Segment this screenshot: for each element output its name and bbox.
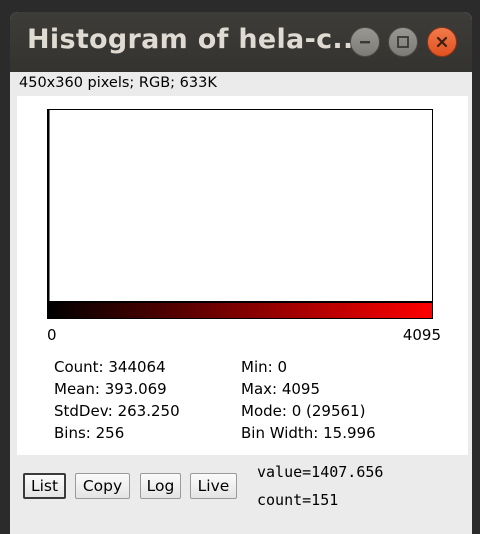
stat-bin-width: Bin Width: 15.996 [241,424,376,442]
histogram-window: Histogram of hela-c... 450x360 pixels; R… [10,12,472,534]
lut-bar [47,302,433,319]
maximize-icon [397,36,409,48]
stat-mean: Mean: 393.069 [54,380,167,398]
count-readout: count=151 [257,491,339,509]
histogram-bar [48,110,50,301]
image-info: 450x360 pixels; RGB; 633K [19,75,217,91]
histogram-panel: 0 4095 Count: 344064 Mean: 393.069 StdDe… [17,96,468,455]
close-icon [436,36,448,48]
plot-frame [47,109,433,302]
stat-max: Max: 4095 [241,380,321,398]
lut-min-label: 0 [47,326,57,344]
live-button[interactable]: Live [190,473,237,499]
minimize-button[interactable] [350,27,380,57]
stat-count: Count: 344064 [54,358,166,376]
log-button[interactable]: Log [140,473,181,499]
stat-bins: Bins: 256 [54,424,125,442]
minimize-icon [360,41,370,44]
histogram-bars [48,110,50,301]
value-readout: value=1407.656 [257,463,384,481]
copy-button[interactable]: Copy [75,473,130,499]
maximize-button[interactable] [388,27,418,57]
stat-min: Min: 0 [241,358,287,376]
stat-mode: Mode: 0 (29561) [241,402,366,420]
stat-stddev: StdDev: 263.250 [54,402,180,420]
window-title: Histogram of hela-c... [27,24,365,55]
title-bar[interactable]: Histogram of hela-c... [10,12,472,72]
histogram-chart[interactable]: 0 4095 [47,109,443,345]
lut-max-label: 4095 [403,326,441,344]
list-button[interactable]: List [23,473,66,499]
close-button[interactable] [427,27,457,57]
